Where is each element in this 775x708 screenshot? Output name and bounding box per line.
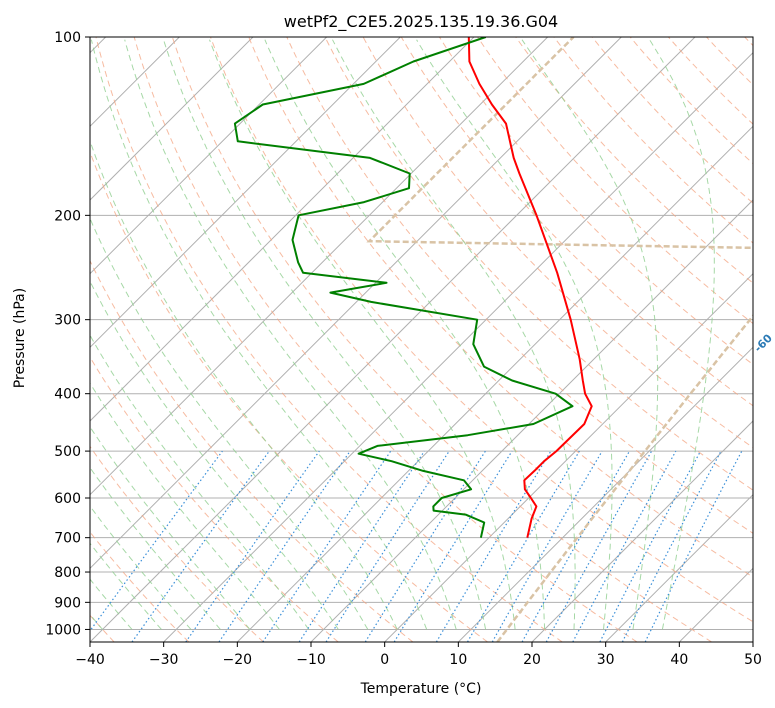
plot-area xyxy=(90,37,753,642)
dry-adiabat-line xyxy=(477,37,753,325)
isotherm-line xyxy=(90,37,401,349)
moist-adiabat-line xyxy=(90,280,339,630)
axes: −40 −30 −20 −10 0 10 20 30 40 50 100 200 300 400 500 60… xyxy=(45,30,762,668)
y-tick-label: 600 xyxy=(54,491,81,507)
x-tick-label: 10 xyxy=(449,652,467,668)
dry-adiabat-line xyxy=(171,37,712,642)
isotherm-line xyxy=(163,51,753,642)
mixing-ratio-line xyxy=(90,450,223,632)
isobars xyxy=(90,37,753,630)
mixing-ratio-line xyxy=(325,450,450,642)
isotherm-line xyxy=(236,125,753,642)
x-tick-label: 50 xyxy=(744,652,762,668)
moist-adiabat-line xyxy=(90,334,310,630)
dry-adiabat-line xyxy=(248,37,753,578)
dry-adiabat-line xyxy=(629,37,753,165)
mixing-ratio-line xyxy=(131,450,270,642)
isotherm-line xyxy=(90,37,549,496)
moist-adiabat-line xyxy=(649,39,715,630)
dry-adiabat-line xyxy=(133,37,638,642)
y-tick-label: 300 xyxy=(54,313,81,329)
moist-adiabat-line xyxy=(416,39,613,630)
axes-frame xyxy=(89,36,754,643)
mixing-ratio-line xyxy=(185,450,320,642)
isotherm-line xyxy=(384,272,753,642)
mixing-ratio-line xyxy=(435,450,552,642)
dry-adiabat-label: -60 xyxy=(752,331,775,354)
mixing-ratio-line xyxy=(521,450,631,642)
isotherm-line xyxy=(605,493,753,642)
isotherm-line xyxy=(90,37,328,275)
y-tick-label: 900 xyxy=(54,595,81,611)
dry-adiabat-line xyxy=(324,37,753,491)
x-tick-label: −40 xyxy=(75,652,105,668)
x-tick-label: −10 xyxy=(296,652,326,668)
dry-adiabat-line xyxy=(400,37,753,407)
isotherm-line xyxy=(90,37,696,642)
moist-adiabat-line xyxy=(90,39,428,630)
isotherm-line xyxy=(531,420,753,642)
x-tick-label: 20 xyxy=(523,652,541,668)
dry-adiabat-line xyxy=(515,37,753,284)
moist-adiabat-line xyxy=(332,39,576,630)
x-axis-label: Temperature (°C) xyxy=(360,681,482,697)
dry-adiabat-line xyxy=(90,259,414,642)
temperature-profile-line xyxy=(467,37,593,538)
x-tick-label: −30 xyxy=(149,652,179,668)
moist-adiabat-line xyxy=(163,39,487,630)
moist-adiabats xyxy=(90,39,715,630)
moist-adiabat-line xyxy=(124,39,457,630)
y-tick-label: 100 xyxy=(54,30,81,46)
mixing-ratio-line xyxy=(572,450,677,642)
mixing-ratio-line xyxy=(545,450,653,642)
y-tick-label: 200 xyxy=(54,208,81,224)
y-axis-label: Pressure (hPa) xyxy=(12,288,28,388)
mixing-ratio-line xyxy=(393,450,513,642)
dry-adiabat-line xyxy=(95,37,563,642)
mixing-ratio-line xyxy=(218,450,351,642)
y-tick-label: 1000 xyxy=(45,622,81,638)
isotherm-line xyxy=(90,37,475,422)
dry-adiabat-line xyxy=(90,445,264,642)
x-tick-label: 30 xyxy=(597,652,615,668)
moist-adiabat-line xyxy=(264,39,546,630)
mixing-ratio-line xyxy=(491,450,603,642)
standard-atmosphere-line xyxy=(366,37,753,642)
dewpoint-profile-line xyxy=(233,37,574,538)
y-tick-label: 800 xyxy=(54,565,81,581)
mixing-ratio-lines xyxy=(90,450,743,642)
isotherm-line xyxy=(457,346,753,642)
x-tick-label: 0 xyxy=(380,652,389,668)
dry-adiabat-line xyxy=(210,37,753,623)
y-tick-label: 700 xyxy=(54,531,81,547)
x-tick-label: 40 xyxy=(670,652,688,668)
mixing-ratio-line xyxy=(466,450,580,642)
dry-adiabat-line xyxy=(591,37,753,204)
moist-adiabat-line xyxy=(209,39,516,630)
mixing-ratio-line xyxy=(364,450,486,642)
dry-adiabats xyxy=(90,37,753,642)
dry-adiabat-line xyxy=(362,37,753,449)
y-tick-label: 400 xyxy=(54,387,81,403)
plot-background xyxy=(90,37,753,642)
x-tick-label: −20 xyxy=(223,652,253,668)
y-tick-label: 500 xyxy=(54,444,81,460)
isotherm-line xyxy=(90,37,254,201)
chart-title: wetPf2_C2E5.2025.135.19.36.G04 xyxy=(284,12,558,32)
